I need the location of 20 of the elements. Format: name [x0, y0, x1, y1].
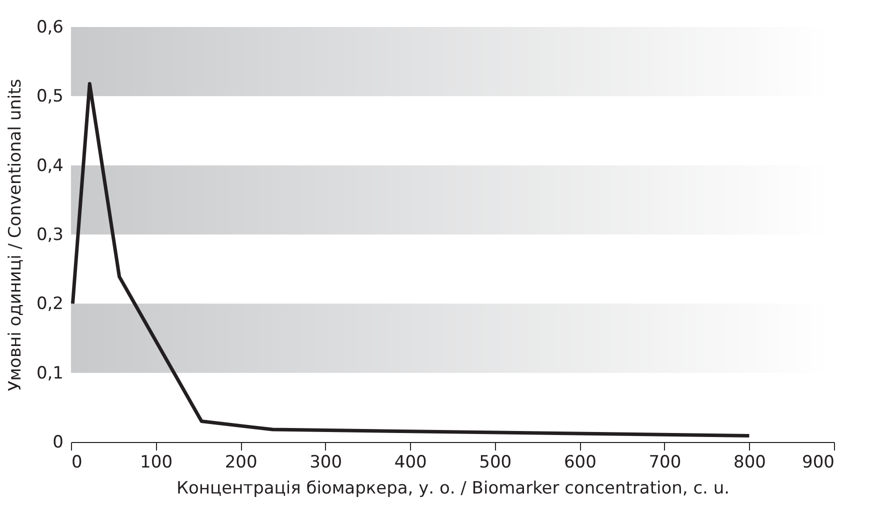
y-tick-label: 0,3	[36, 225, 64, 245]
x-tick-label: 400	[394, 452, 427, 472]
x-tick-label: 300	[310, 452, 342, 472]
y-tick-label: 0,4	[36, 156, 64, 176]
y-tick-label: 0,6	[36, 18, 64, 38]
y-tick-label: 0,1	[36, 363, 64, 384]
x-tick-label: 500	[479, 452, 512, 472]
x-tick-label: 900	[802, 452, 834, 472]
y-tick-label: 0,2	[36, 294, 64, 314]
x-tick-label: 600	[564, 452, 596, 472]
x-tick-label: 0	[72, 452, 82, 472]
y-axis-title: Умовні одиниці / Conventional units	[5, 78, 26, 392]
x-axis-title: Концентрація біомаркера, у. о. / Biomarker concentration, c. u.	[176, 478, 730, 498]
x-tick-label: 200	[224, 452, 258, 472]
line-series	[70, 82, 751, 438]
y-tick-label: 0	[52, 432, 64, 452]
y-tick-label: 0,5	[36, 86, 64, 107]
x-tick-label: 700	[648, 452, 682, 472]
x-tick-label: 800	[733, 452, 766, 472]
x-tick-label: 100	[140, 452, 173, 472]
